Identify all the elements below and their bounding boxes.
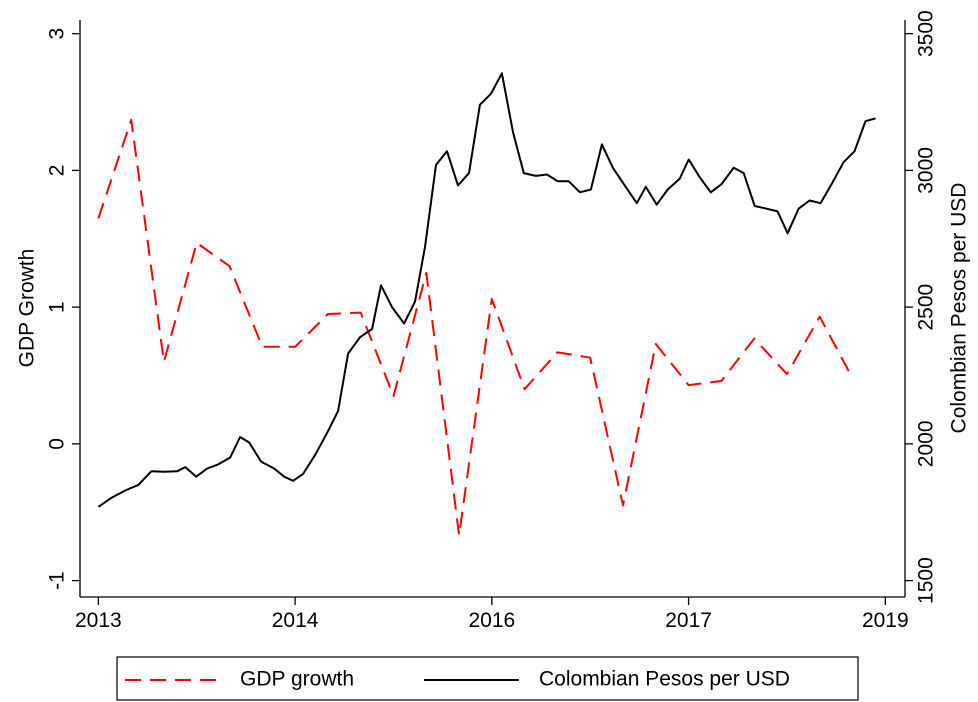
x-tick-label: 2013 (75, 609, 122, 632)
y2-tick-label: 1500 (915, 557, 938, 604)
y-tick-label: 2 (46, 165, 69, 177)
y-tick-label: 3 (46, 28, 69, 40)
x-tick-label: 2019 (862, 609, 909, 632)
legend-label: Colombian Pesos per USD (539, 668, 790, 691)
legend-label: GDP growth (240, 668, 354, 691)
data-line (97, 118, 854, 537)
legend (116, 656, 859, 701)
y2-axis-label: Colombian Pesos per USD (948, 183, 971, 434)
y2-tick-label: 3000 (915, 147, 938, 194)
y-tick-label: -1 (46, 571, 69, 590)
x-tick-label: 2017 (665, 609, 712, 632)
y2-tick-label: 3500 (915, 10, 938, 57)
y2-tick-label: 2500 (915, 284, 938, 331)
data-line (97, 72, 876, 508)
y2-tick-label: 2000 (915, 421, 938, 468)
x-tick-label: 2016 (468, 609, 515, 632)
y-tick-label: 0 (46, 438, 69, 450)
y-tick-label: 1 (46, 301, 69, 313)
y-axis-label: GDP Growth (16, 249, 39, 368)
x-tick-label: 2014 (272, 609, 319, 632)
